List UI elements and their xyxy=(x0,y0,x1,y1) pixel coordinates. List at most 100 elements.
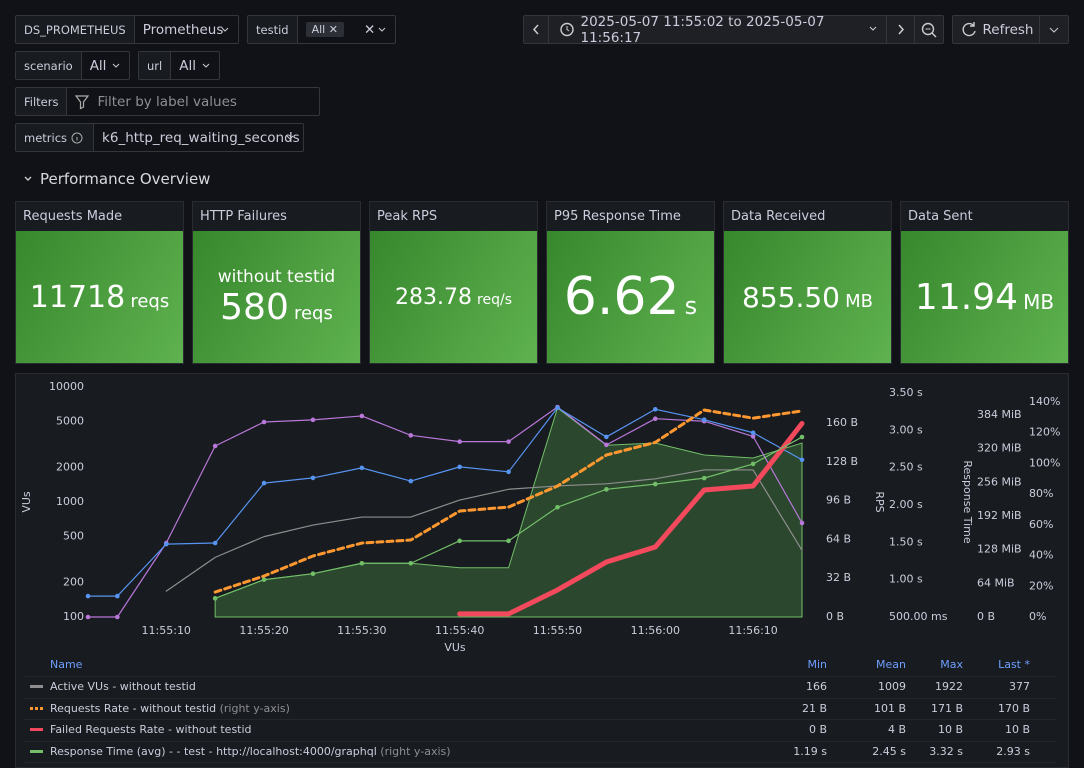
y-tick-label: 256 MiB xyxy=(977,475,1022,488)
time-picker[interactable]: 2025-05-07 11:55:02 to 2025-05-07 11:56:… xyxy=(523,14,944,46)
legend-stat: 1922 xyxy=(935,680,963,694)
filters[interactable]: Filters Filter by label values xyxy=(15,87,320,116)
x-axis-label: VUs xyxy=(444,641,466,654)
axis-label: RPS xyxy=(873,491,886,512)
y-tick-label: 1.00 s xyxy=(889,573,923,586)
stat-row: 855.50 MB xyxy=(742,281,873,314)
stat-unit: reqs xyxy=(293,302,333,324)
point xyxy=(359,413,365,419)
chevron xyxy=(378,27,386,32)
var-label: metrics xyxy=(16,124,95,151)
legend-col: Max xyxy=(940,658,963,672)
filter-label: Filters xyxy=(16,88,68,115)
series-name: Failed Requests Rate - without testid xyxy=(50,723,252,737)
series-line xyxy=(87,407,803,597)
next[interactable] xyxy=(887,16,916,43)
stat-title: Requests Made xyxy=(23,209,123,224)
refresh-label: Refresh xyxy=(982,21,1034,38)
point xyxy=(604,487,609,492)
point xyxy=(799,457,805,463)
legend-stat: 1009 xyxy=(878,680,906,694)
stat-body: 11.94 MB xyxy=(901,231,1068,363)
legend-row: Response Time (avg) - - test - http://lo… xyxy=(24,741,1056,764)
var-label: scenario xyxy=(16,52,82,79)
legend-stat: 166 xyxy=(806,680,827,694)
point xyxy=(652,416,658,422)
stat-unit: reqs xyxy=(130,290,170,312)
row-header[interactable]: Performance Overview xyxy=(20,168,210,190)
y-tick-label: 40% xyxy=(1029,549,1053,562)
point xyxy=(506,538,511,544)
chevron xyxy=(869,16,887,43)
point xyxy=(457,439,462,444)
var-value: All ✕ ✕ xyxy=(298,22,384,38)
point xyxy=(652,406,658,412)
x-tick-label: 11:55:40 xyxy=(435,624,484,637)
zoom-out[interactable] xyxy=(915,16,943,43)
point xyxy=(212,540,218,546)
clear[interactable]: ✕ xyxy=(363,21,376,38)
point xyxy=(799,520,805,526)
point xyxy=(604,434,609,440)
var-ds[interactable]: DS_PROMETHEUS Prometheus xyxy=(15,15,239,44)
series-suffix: (right y-axis) xyxy=(219,701,290,715)
stat-panel: P95 Response Time 6.62 s xyxy=(546,201,715,364)
var-value: Prometheus xyxy=(135,22,232,38)
chevron xyxy=(112,63,120,68)
var-metrics[interactable]: metrics k6_http_req_waiting_seconds xyxy=(15,123,304,152)
point xyxy=(261,419,267,425)
point xyxy=(261,577,267,582)
point xyxy=(359,465,365,471)
point xyxy=(212,443,218,449)
legend-swatch xyxy=(30,749,43,753)
legend-row: Active VUs - without testid 166 1009 1922 37… xyxy=(24,676,1056,699)
point xyxy=(408,478,414,484)
y-tick-label: 3.50 s xyxy=(889,386,923,399)
info-icon xyxy=(71,132,83,143)
series-suffix: (right y-axis) xyxy=(380,745,451,759)
text: metrics xyxy=(24,130,68,145)
y-tick-label: 384 MiB xyxy=(977,408,1022,421)
stat-panel: Data Sent 11.94 MB xyxy=(900,201,1069,364)
stat-title: HTTP Failures xyxy=(200,209,287,224)
legend-stat: 1.19 s xyxy=(793,745,827,759)
point xyxy=(750,461,756,467)
stat-unit: s xyxy=(684,292,698,320)
y-tick-label: 320 MiB xyxy=(977,442,1022,455)
legend-stat: 0 B xyxy=(808,723,827,737)
filter-icon xyxy=(75,95,90,110)
axis-label: VUs xyxy=(20,491,33,513)
y-tick-label: 200 xyxy=(63,575,84,588)
legend-name: Failed Requests Rate - without testid xyxy=(50,723,252,736)
stat-unit: MB xyxy=(845,290,873,312)
y-tick-label: 5000 xyxy=(56,415,84,428)
stat-body: 6.62 s xyxy=(547,231,714,363)
y-tick-label: 140% xyxy=(1029,395,1060,408)
legend-col: Mean xyxy=(876,658,906,672)
var-url[interactable]: url All xyxy=(138,51,220,80)
y-tick-label: 10000 xyxy=(49,380,84,393)
refresh[interactable]: Refresh xyxy=(952,15,1069,44)
prev[interactable] xyxy=(524,16,549,43)
point xyxy=(750,434,756,439)
point xyxy=(212,596,218,601)
legend-stat: 3.32 s xyxy=(929,745,963,759)
var-scenario[interactable]: scenario All xyxy=(15,51,130,80)
series-line xyxy=(213,408,804,594)
series-name: Response Time (avg) - - test - http://lo… xyxy=(50,745,377,759)
chevron[interactable] xyxy=(1039,16,1068,43)
stat-body: 283.78 req/s xyxy=(370,231,537,363)
series-line xyxy=(165,469,803,592)
text: All xyxy=(89,57,107,74)
legend-header: Name Min Mean Max Last * xyxy=(24,654,1056,677)
var-value: All xyxy=(82,58,115,74)
stat-prefix: without testid xyxy=(217,266,336,287)
y-tick-label: 2.50 s xyxy=(889,461,923,474)
legend-row: Requests Rate - without testid (right y-… xyxy=(24,698,1056,721)
y-tick-label: 1.50 s xyxy=(889,535,923,548)
row-title: Performance Overview xyxy=(40,170,211,188)
point xyxy=(506,469,511,475)
y-tick-label: 32 B xyxy=(826,571,851,584)
var-testid[interactable]: testid All ✕ ✕ xyxy=(247,15,396,44)
stat-row: 6.62 s xyxy=(564,267,697,327)
